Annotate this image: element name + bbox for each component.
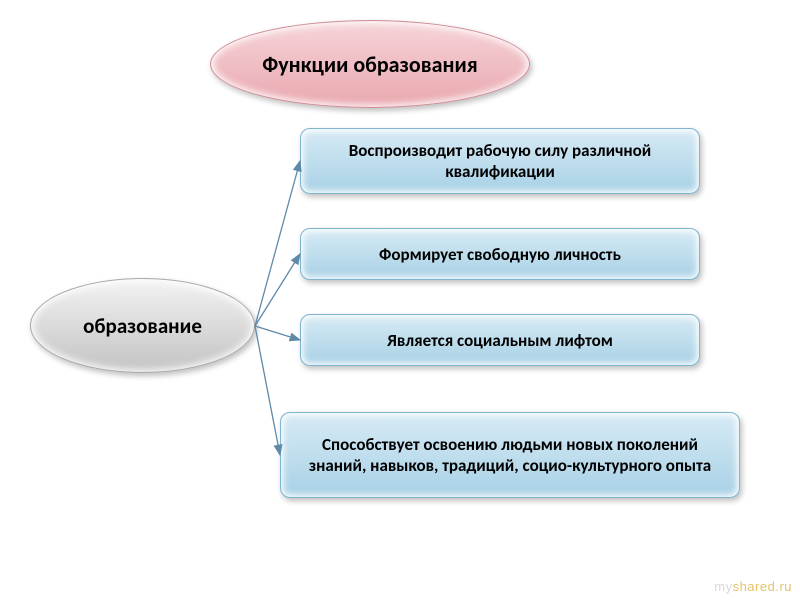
source-ellipse: образование <box>30 278 255 373</box>
watermark-right: shared.ru <box>733 579 792 594</box>
title-text: Функции образования <box>262 51 477 78</box>
function-box-1: Формирует свободную личность <box>300 228 700 280</box>
function-box-0: Воспроизводит рабочую силу различной ква… <box>300 128 700 194</box>
function-text: Формирует свободную личность <box>379 244 621 265</box>
function-text: Является социальным лифтом <box>387 330 613 351</box>
function-box-2: Является социальным лифтом <box>300 314 700 366</box>
function-text: Воспроизводит рабочую силу различной ква… <box>315 140 685 182</box>
watermark-left: my <box>714 579 732 594</box>
title-ellipse: Функции образования <box>210 20 530 108</box>
function-box-3: Способствует освоению людьми новых покол… <box>280 412 740 498</box>
watermark: myshared.ru <box>714 579 792 594</box>
source-text: образование <box>83 313 202 339</box>
function-text: Способствует освоению людьми новых покол… <box>295 434 725 476</box>
